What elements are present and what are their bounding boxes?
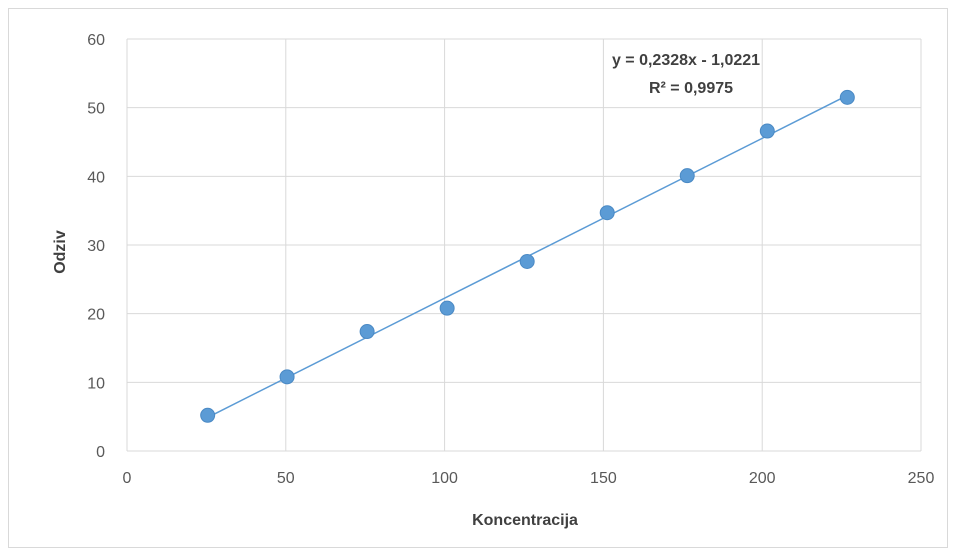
y-axis-title: Odziv xyxy=(52,230,69,274)
data-point xyxy=(840,90,854,104)
y-tick-label: 40 xyxy=(87,169,105,186)
data-point xyxy=(520,254,534,268)
y-tick-label: 10 xyxy=(87,375,105,392)
y-tick-label: 50 xyxy=(87,101,105,118)
y-tick-label: 30 xyxy=(87,238,105,255)
data-point xyxy=(680,169,694,183)
x-tick-label: 0 xyxy=(123,470,132,487)
data-point xyxy=(760,124,774,138)
x-tick-label: 100 xyxy=(431,470,458,487)
x-tick-label: 50 xyxy=(277,470,295,487)
data-point xyxy=(201,408,215,422)
x-axis-title: Koncentracija xyxy=(472,512,578,529)
y-tick-label: 0 xyxy=(96,444,105,461)
trendline-r-squared: R² = 0,9975 xyxy=(649,80,733,97)
data-points xyxy=(201,90,855,422)
chart-frame: 0 10 20 30 40 50 60 0 50 100 150 200 250 y = 0,2328x… xyxy=(8,8,948,548)
scatter-chart: 0 10 20 30 40 50 60 0 50 100 150 200 250 y = 0,2328x… xyxy=(9,9,949,549)
grid-lines xyxy=(127,39,921,451)
data-point xyxy=(360,325,374,339)
data-point xyxy=(600,206,614,220)
x-tick-label: 200 xyxy=(749,470,776,487)
y-tick-label: 20 xyxy=(87,307,105,324)
data-point xyxy=(280,370,294,384)
data-point xyxy=(440,301,454,315)
y-tick-label: 60 xyxy=(87,32,105,49)
trendline-equation: y = 0,2328x - 1,0221 xyxy=(612,52,760,69)
x-tick-label: 150 xyxy=(590,470,617,487)
x-tick-label: 250 xyxy=(908,470,935,487)
